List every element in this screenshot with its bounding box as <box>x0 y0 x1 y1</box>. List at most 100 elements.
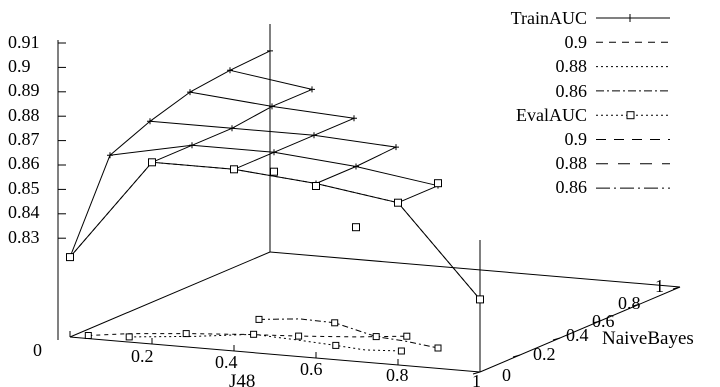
eval-point <box>148 158 156 167</box>
y-tick-label: 0.8 <box>618 293 641 313</box>
legend-label: 0.9 <box>565 32 588 52</box>
surface-line <box>229 50 271 71</box>
eval-point <box>434 179 442 188</box>
x-tick-label: 0.8 <box>386 365 409 385</box>
surface-line <box>109 144 193 156</box>
train-point <box>351 115 357 122</box>
surface-line <box>151 161 235 170</box>
surface-line <box>69 161 153 258</box>
x-axis-line <box>69 336 481 373</box>
base-edge-line <box>269 251 681 288</box>
y-tick-label: 1 <box>655 276 664 296</box>
surface-line <box>355 166 439 187</box>
legend-samples <box>596 14 670 189</box>
surface-line <box>273 151 357 167</box>
legend-label: 0.86 <box>556 81 588 101</box>
eval-point <box>476 295 484 304</box>
contour-line <box>258 318 439 349</box>
surface-line <box>231 127 315 136</box>
train-point <box>353 163 359 170</box>
contour-marker <box>434 344 442 352</box>
eval-point <box>312 182 320 190</box>
contour-marker <box>372 333 380 341</box>
z-axis-ticks: 0.91 0.9 0.89 0.88 0.87 0.86 0.85 0.84 0… <box>8 32 40 247</box>
contour-marker <box>332 341 340 349</box>
contour-lines <box>84 315 442 355</box>
legend-marker <box>626 111 635 120</box>
surface-line <box>191 127 233 146</box>
contour-marker <box>255 315 263 323</box>
axes-frame <box>57 24 681 375</box>
y-tick-mark <box>632 303 641 307</box>
train-point <box>107 152 113 159</box>
x-tick-label: 0 <box>33 340 42 360</box>
surface-line <box>189 91 273 107</box>
y-tick-mark <box>472 371 481 375</box>
z-tick-label: 0.88 <box>8 105 40 125</box>
train-point <box>227 67 233 74</box>
base-edge-line <box>479 286 681 373</box>
y-tick-mark <box>512 354 521 358</box>
x-axis-ticks: 0 0.2 0.4 0.6 0.8 1 <box>33 340 481 387</box>
z-tick-label: 0.87 <box>8 129 40 149</box>
contour-line <box>129 333 402 352</box>
z-tick-label: 0.83 <box>8 227 40 247</box>
surface-line <box>233 151 275 170</box>
train-point <box>271 149 277 156</box>
contour-marker <box>182 330 190 338</box>
train-point <box>393 144 399 151</box>
z-tick-label: 0.91 <box>8 32 40 52</box>
legend-label: 0.86 <box>556 177 588 197</box>
train-point <box>147 118 153 125</box>
surface-line <box>233 168 317 184</box>
y-tick-label: 0.4 <box>566 325 589 345</box>
z-tick-label: 0.9 <box>8 56 31 76</box>
contour-marker <box>397 347 405 355</box>
legend-label: EvalAUC <box>516 105 587 125</box>
legend-label: TrainAUC <box>511 8 587 28</box>
train-point <box>267 47 273 54</box>
contour-marker <box>84 332 92 339</box>
legend-label: 0.88 <box>556 56 588 76</box>
z-tick-label: 0.84 <box>8 202 40 222</box>
contour-marker <box>250 330 258 338</box>
surface-line <box>271 88 313 107</box>
y-axis-ticks: 0 0.2 0.4 0.6 0.8 1 <box>502 276 664 385</box>
surface-front-edge <box>397 202 481 300</box>
y-axis-back-line <box>69 251 271 338</box>
surface-line <box>69 155 111 258</box>
x-tick-label: 0.2 <box>131 346 154 366</box>
contour-marker <box>295 332 303 340</box>
surface-line <box>271 105 355 119</box>
surface-line <box>355 146 397 167</box>
surface-line <box>229 69 313 90</box>
x-tick-label: 0.4 <box>215 352 238 372</box>
z-tick-label: 0.89 <box>8 80 40 100</box>
surface-line <box>313 134 397 148</box>
y-tick-mark <box>552 337 561 341</box>
z-tick-label: 0.85 <box>8 178 40 198</box>
train-point <box>189 142 195 149</box>
surface-line <box>315 166 357 184</box>
eval-point <box>270 167 278 176</box>
surface-line <box>231 105 273 129</box>
surface-line <box>189 69 231 93</box>
surface-points <box>66 47 484 304</box>
eval-point <box>230 165 238 174</box>
y-tick-label: 0 <box>502 365 511 385</box>
surface-line <box>273 134 315 153</box>
x-tick-label: 1 <box>472 371 481 387</box>
train-point <box>187 89 193 96</box>
train-point <box>311 132 317 139</box>
surface-mesh <box>69 50 481 300</box>
surface-line <box>109 120 151 156</box>
eval-point <box>394 198 402 207</box>
eval-point <box>352 223 360 232</box>
legend-label: 0.9 <box>565 129 588 149</box>
contour-marker <box>403 332 411 340</box>
train-point <box>229 125 235 132</box>
y-tick-label: 0.2 <box>533 344 556 364</box>
surface-line <box>313 117 355 136</box>
surface-line <box>397 185 439 204</box>
